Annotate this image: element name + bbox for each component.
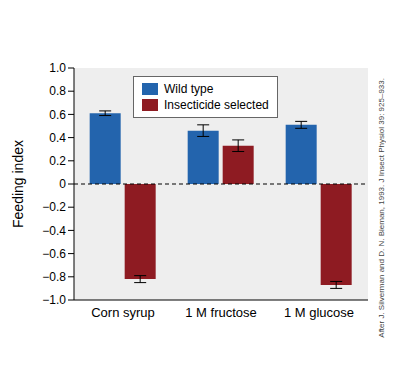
svg-text:Feeding index: Feeding index — [10, 140, 26, 228]
svg-text:1.0: 1.0 — [49, 61, 66, 75]
svg-text:Corn syrup: Corn syrup — [91, 305, 155, 320]
svg-text:1 M fructose: 1 M fructose — [185, 305, 257, 320]
svg-text:−1.0: −1.0 — [42, 293, 66, 307]
html-text:Insecticide selected: Insecticide selected — [164, 98, 269, 112]
html-text:Wild type: Wild type — [164, 82, 214, 96]
svg-text:−0.4: −0.4 — [42, 224, 66, 238]
svg-text:1 M glucose: 1 M glucose — [284, 305, 354, 320]
svg-text:0.8: 0.8 — [49, 84, 66, 98]
svg-text:0: 0 — [59, 177, 66, 191]
html-text:After J. Silverman and D. N. B: After J. Silverman and D. N. Bieman, 199… — [377, 78, 386, 338]
svg-text:−0.8: −0.8 — [42, 270, 66, 284]
svg-text:0.4: 0.4 — [49, 131, 66, 145]
svg-text:0.2: 0.2 — [49, 154, 66, 168]
svg-text:0.6: 0.6 — [49, 108, 66, 122]
svg-text:−0.6: −0.6 — [42, 247, 66, 261]
svg-text:−0.2: −0.2 — [42, 200, 66, 214]
